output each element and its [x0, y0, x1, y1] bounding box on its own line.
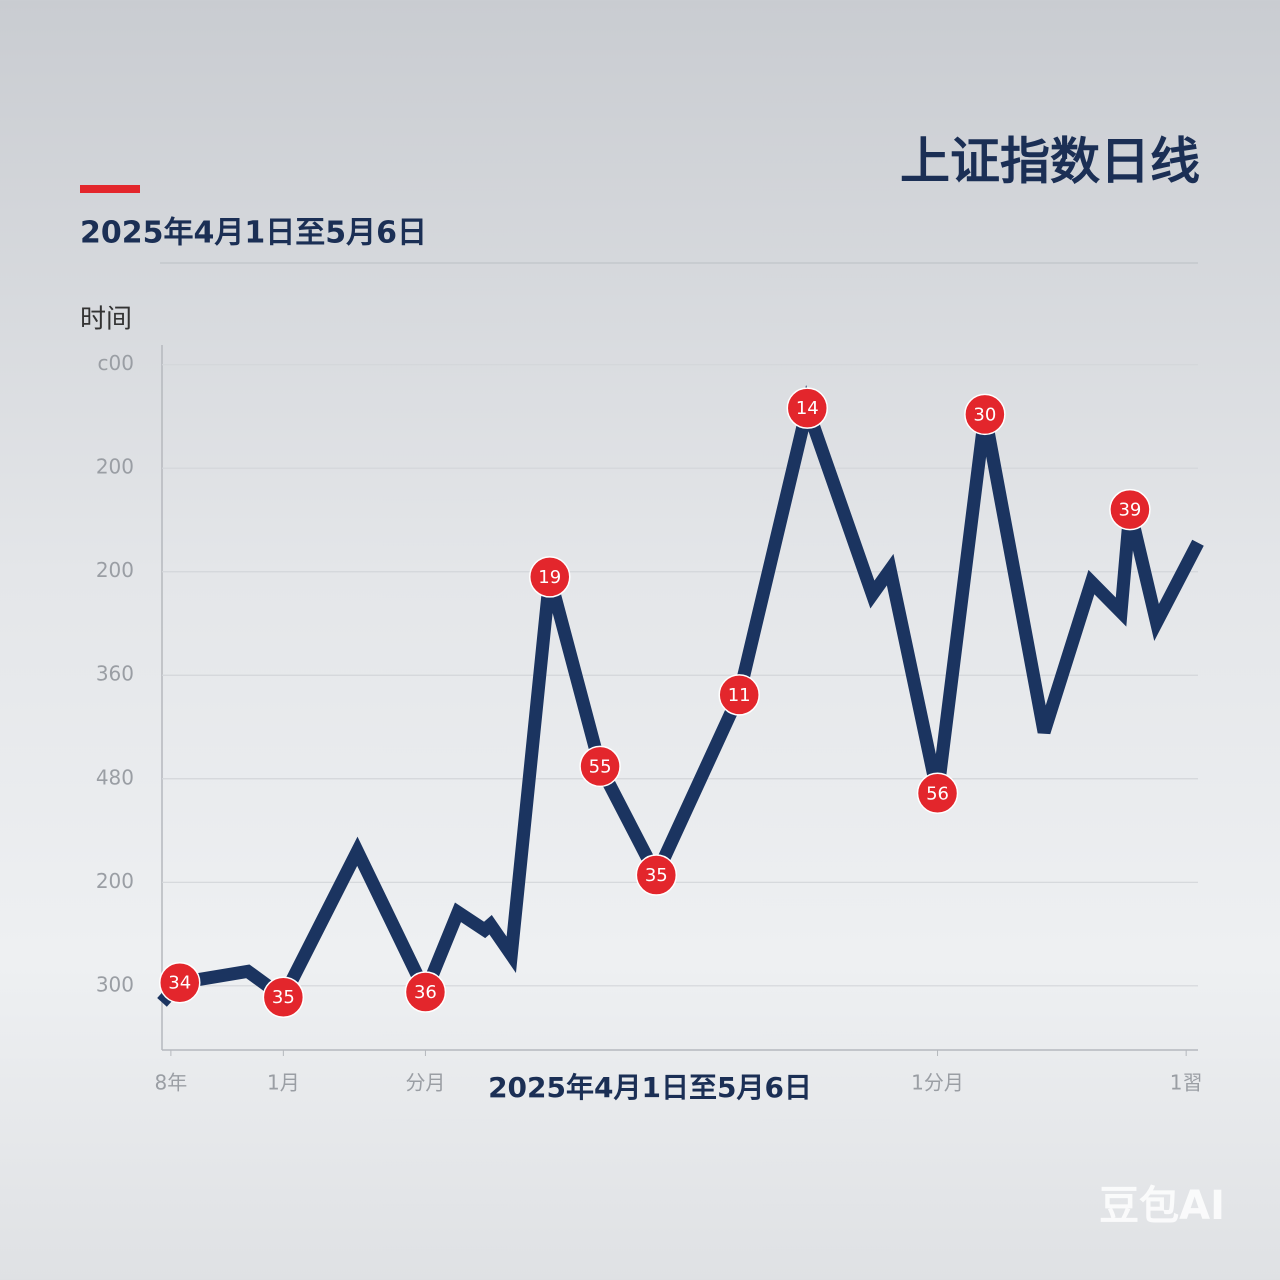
point-label: 34: [168, 973, 191, 994]
x-tick-label: 1習: [1170, 1071, 1203, 1095]
point-label: 11: [728, 685, 751, 706]
point-marker: [635, 854, 678, 896]
accent-bar: [80, 185, 140, 193]
x-axis-label: 2025年4月1日至5月6日: [488, 1071, 812, 1104]
y-tick-label: 200: [96, 455, 134, 479]
y-tick-label: c00: [98, 351, 134, 375]
point-label: 19: [538, 567, 561, 588]
series-line: [157, 385, 1204, 1008]
point-label: 39: [1118, 500, 1141, 521]
point-marker: [404, 971, 447, 1013]
point-marker: [964, 393, 1006, 436]
point-label: 36: [414, 982, 437, 1003]
point-marker: [786, 387, 829, 429]
point-marker: [529, 556, 571, 598]
y-axis-label: 时间: [80, 305, 132, 335]
point-label: 14: [796, 398, 819, 419]
y-tick-label: 200: [96, 558, 134, 582]
point-label: 30: [973, 404, 996, 425]
point-marker: [262, 976, 305, 1018]
x-tick-label: 分月: [405, 1071, 445, 1095]
point-label: 56: [926, 783, 949, 804]
y-tick-label: 300: [96, 972, 134, 996]
point-label: 35: [645, 865, 668, 886]
x-tick-label: 8年: [155, 1071, 188, 1095]
point-label: 35: [272, 987, 295, 1008]
y-tick-label: 480: [96, 765, 134, 789]
point-marker: [579, 745, 621, 788]
x-tick-label: 1月: [267, 1071, 300, 1095]
point-marker: [916, 772, 959, 815]
point-marker: [718, 674, 760, 716]
x-tick-label: 1分月: [911, 1071, 964, 1095]
point-marker: [1109, 488, 1151, 531]
y-tick-label: 360: [96, 662, 134, 686]
point-marker: [159, 961, 201, 1004]
chart-subtitle: 2025年4月1日至5月6日: [80, 216, 427, 251]
point-label: 55: [589, 756, 612, 777]
y-tick-label: 200: [96, 869, 134, 893]
watermark: 豆包AI: [1099, 1183, 1225, 1229]
chart-title: 上证指数日线: [900, 133, 1200, 191]
